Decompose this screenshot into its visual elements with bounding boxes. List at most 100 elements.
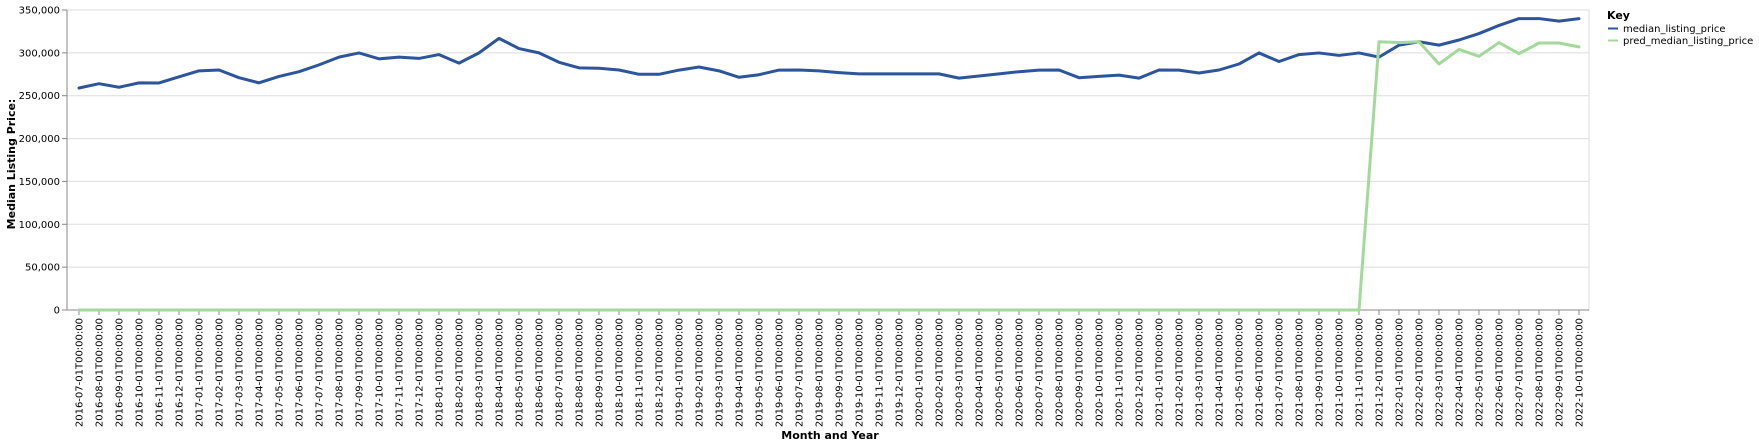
x-tick-label: 2022-04-01T00:00:00	[1455, 318, 1466, 427]
legend: Key median_listing_pricepred_median_list…	[1607, 9, 1753, 47]
x-tick-label: 2019-05-01T00:00:00	[755, 318, 766, 427]
axes	[62, 9, 1590, 315]
x-tick-label: 2019-07-01T00:00:00	[795, 318, 806, 427]
y-tick-labels: 0 50,000 100,000 150,000 200,000 250,000 300,0…	[19, 6, 60, 317]
x-tick-label: 2018-01-01T00:00:00	[435, 318, 446, 427]
x-tick-label: 2018-07-01T00:00:00	[555, 318, 566, 427]
x-tick-label: 2016-12-01T00:00:00	[175, 318, 186, 427]
x-tick-label: 2018-09-01T00:00:00	[595, 318, 606, 427]
y-tick-label: 350,000	[19, 6, 60, 17]
x-tick-label: 2018-10-01T00:00:00	[615, 318, 626, 427]
x-tick-label: 2022-09-01T00:00:00	[1555, 318, 1566, 427]
x-tick-label: 2017-09-01T00:00:00	[355, 318, 366, 427]
x-tick-label: 2022-08-01T00:00:00	[1535, 318, 1546, 427]
x-tick-label: 2020-03-01T00:00:00	[955, 318, 966, 427]
x-tick-label: 2018-03-01T00:00:00	[475, 318, 486, 427]
x-tick-label: 2021-10-01T00:00:00	[1335, 318, 1346, 427]
x-tick-label: 2020-09-01T00:00:00	[1075, 318, 1086, 427]
x-tick-label: 2016-10-01T00:00:00	[135, 318, 146, 427]
x-tick-label: 2021-06-01T00:00:00	[1255, 318, 1266, 427]
x-tick-label: 2019-11-01T00:00:00	[875, 318, 886, 427]
x-tick-label: 2019-06-01T00:00:00	[775, 318, 786, 427]
x-tick-label: 2017-01-01T00:00:00	[195, 318, 206, 427]
x-tick-label: 2018-08-01T00:00:00	[575, 318, 586, 427]
legend-label: pred_median_listing_price	[1623, 36, 1753, 47]
y-tick-label: 200,000	[19, 134, 60, 145]
x-tick-label: 2022-02-01T00:00:00	[1415, 318, 1426, 427]
x-tick-label: 2019-03-01T00:00:00	[715, 318, 726, 427]
x-tick-label: 2020-08-01T00:00:00	[1055, 318, 1066, 427]
legend-title: Key	[1607, 9, 1630, 22]
x-tick-label: 2021-11-01T00:00:00	[1355, 318, 1366, 427]
x-tick-label: 2022-03-01T00:00:00	[1435, 318, 1446, 427]
x-tick-label: 2017-10-01T00:00:00	[375, 318, 386, 427]
gridlines	[67, 9, 1589, 311]
legend-label: median_listing_price	[1623, 24, 1726, 35]
series-line-pred-median-listing-price	[77, 40, 1581, 312]
x-tick-label: 2021-02-01T00:00:00	[1175, 318, 1186, 427]
x-tick-label: 2018-11-01T00:00:00	[635, 318, 646, 427]
x-tick-label: 2021-07-01T00:00:00	[1275, 318, 1286, 427]
y-tick-label: 0	[54, 306, 60, 317]
x-tick-label: 2017-05-01T00:00:00	[275, 318, 286, 427]
x-tick-label: 2018-02-01T00:00:00	[455, 318, 466, 427]
x-tick-label: 2016-09-01T00:00:00	[115, 318, 126, 427]
x-tick-label: 2016-08-01T00:00:00	[95, 318, 106, 427]
y-axis-title: Median Listing Price:	[5, 99, 18, 230]
x-tick-label: 2017-02-01T00:00:00	[215, 318, 226, 427]
x-tick-label: 2020-06-01T00:00:00	[1015, 318, 1026, 427]
x-tick-labels: 2016-07-01T00:00:00 2016-08-01T00:00:00 20…	[75, 318, 1586, 427]
x-tick-label: 2018-05-01T00:00:00	[515, 318, 526, 427]
x-tick-label: 2019-09-01T00:00:00	[835, 318, 846, 427]
x-tick-label: 2020-05-01T00:00:00	[995, 318, 1006, 427]
x-tick-label: 2018-06-01T00:00:00	[535, 318, 546, 427]
x-tick-label: 2017-12-01T00:00:00	[415, 318, 426, 427]
x-tick-label: 2020-07-01T00:00:00	[1035, 318, 1046, 427]
x-tick-label: 2021-04-01T00:00:00	[1215, 318, 1226, 427]
x-tick-label: 2016-11-01T00:00:00	[155, 318, 166, 427]
x-tick-label: 2019-10-01T00:00:00	[855, 318, 866, 427]
x-tick-label: 2019-08-01T00:00:00	[815, 318, 826, 427]
x-tick-label: 2021-01-01T00:00:00	[1155, 318, 1166, 427]
x-tick-label: 2019-04-01T00:00:00	[735, 318, 746, 427]
y-tick-label: 250,000	[19, 91, 60, 102]
x-tick-label: 2020-11-01T00:00:00	[1115, 318, 1126, 427]
x-tick-label: 2019-01-01T00:00:00	[675, 318, 686, 427]
x-tick-label: 2017-03-01T00:00:00	[235, 318, 246, 427]
x-tick-label: 2021-08-01T00:00:00	[1295, 318, 1306, 427]
x-tick-label: 2021-05-01T00:00:00	[1235, 318, 1246, 427]
x-tick-label: 2021-09-01T00:00:00	[1315, 318, 1326, 427]
x-tick-label: 2016-07-01T00:00:00	[75, 318, 86, 427]
x-tick-label: 2020-04-01T00:00:00	[975, 318, 986, 427]
x-tick-label: 2022-10-01T00:00:00	[1575, 318, 1586, 427]
y-tick-label: 300,000	[19, 48, 60, 59]
x-tick-label: 2021-12-01T00:00:00	[1375, 318, 1386, 427]
x-tick-label: 2020-01-01T00:00:00	[915, 318, 926, 427]
x-tick-label: 2022-07-01T00:00:00	[1515, 318, 1526, 427]
y-tick-label: 50,000	[25, 263, 60, 274]
x-tick-label: 2017-06-01T00:00:00	[295, 318, 306, 427]
x-tick-label: 2021-03-01T00:00:00	[1195, 318, 1206, 427]
x-tick-label: 2022-05-01T00:00:00	[1475, 318, 1486, 427]
x-tick-label: 2019-02-01T00:00:00	[695, 318, 706, 427]
x-tick-label: 2017-04-01T00:00:00	[255, 318, 266, 427]
x-tick-label: 2020-12-01T00:00:00	[1135, 318, 1146, 427]
x-tick-label: 2017-11-01T00:00:00	[395, 318, 406, 427]
x-tick-label: 2020-10-01T00:00:00	[1095, 318, 1106, 427]
plot-frame	[66, 9, 1590, 311]
series-lines	[77, 17, 1581, 312]
x-tick-label: 2022-01-01T00:00:00	[1395, 318, 1406, 427]
x-tick-label: 2017-08-01T00:00:00	[335, 318, 346, 427]
y-tick-label: 100,000	[19, 220, 60, 231]
x-tick-label: 2020-02-01T00:00:00	[935, 318, 946, 427]
x-tick-label: 2022-06-01T00:00:00	[1495, 318, 1506, 427]
y-tick-label: 150,000	[19, 177, 60, 188]
x-tick-label: 2017-07-01T00:00:00	[315, 318, 326, 427]
series-line-median-listing-price	[77, 17, 1581, 90]
x-tick-label: 2018-12-01T00:00:00	[655, 318, 666, 427]
x-tick-label: 2019-12-01T00:00:00	[895, 318, 906, 427]
x-axis-title: Month and Year	[781, 429, 879, 442]
x-tick-label: 2018-04-01T00:00:00	[495, 318, 506, 427]
